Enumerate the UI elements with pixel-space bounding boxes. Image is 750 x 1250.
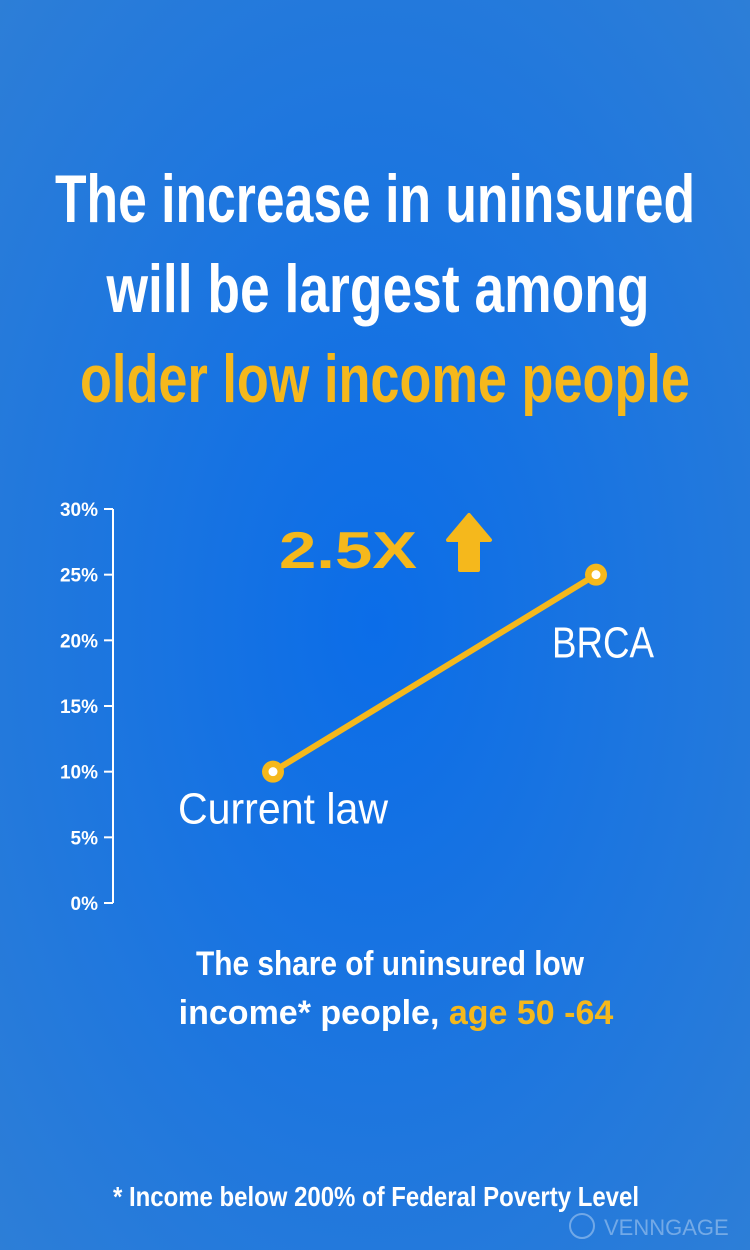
footnote: * Income below 200% of Federal Poverty L…: [113, 1181, 639, 1212]
up-arrow-icon: [446, 513, 492, 572]
caption-part: income* people,: [179, 994, 440, 1032]
y-tick-label: 10%: [60, 763, 98, 784]
title-line: will be largest among: [106, 251, 650, 327]
caption-highlight: age 50 -64: [449, 994, 614, 1032]
y-tick-label: 5%: [71, 828, 99, 849]
data-point-center: [268, 767, 278, 777]
title-line: The increase in uninsured: [55, 161, 695, 237]
category-label: BRCA: [552, 619, 655, 668]
y-tick-label: 15%: [60, 697, 98, 718]
category-label: Current law: [178, 785, 388, 834]
annotation: 2.5X: [279, 522, 417, 580]
caption: income* people, age 50 -64: [179, 994, 614, 1032]
data-point-center: [591, 570, 601, 580]
y-tick-label: 0%: [71, 894, 99, 915]
watermark-icon: [569, 1213, 595, 1239]
title-line: older low income people: [80, 341, 690, 417]
caption: The share of uninsured low: [196, 945, 584, 983]
y-tick-label: 30%: [60, 500, 98, 521]
y-tick-label: 20%: [60, 631, 98, 652]
data-line: [271, 572, 598, 775]
y-tick-label: 25%: [60, 566, 98, 587]
watermark: VENNGAGE: [604, 1215, 729, 1240]
